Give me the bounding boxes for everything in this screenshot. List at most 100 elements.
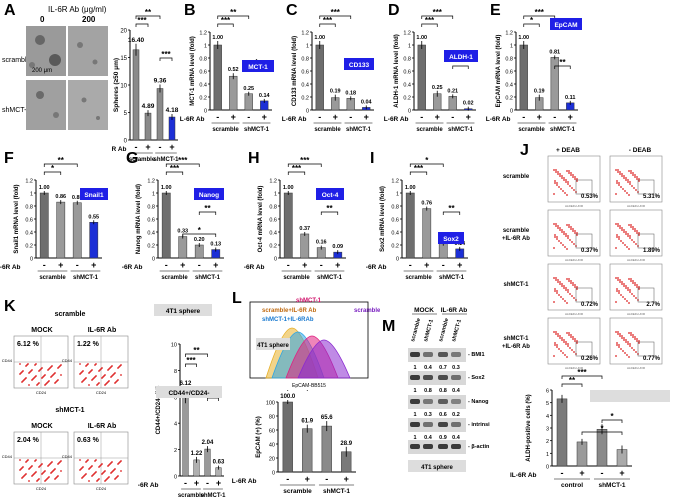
flow-dot: [565, 341, 567, 343]
flow-dot: [625, 285, 627, 287]
flow-dot: [623, 231, 625, 233]
flow-dot: [572, 228, 574, 230]
flow-dot: [556, 184, 558, 186]
blot-band: [451, 422, 461, 427]
flow-dot: [562, 190, 564, 192]
data-label: 0.20: [194, 237, 205, 243]
flow-dot: [563, 179, 565, 181]
flow-grid-J: + DEAB - DEAB scramble 0.53% ALDEFLUOR 5.31% A…: [502, 147, 663, 370]
data-label: 1.00: [314, 35, 325, 41]
flow-dot: [79, 459, 81, 461]
y-tick-label: 1: [396, 192, 399, 198]
flow-dot: [619, 335, 621, 337]
treatment-sign: -: [216, 112, 219, 122]
blot-band: [423, 399, 433, 404]
flow-dot: [576, 232, 578, 234]
y-tick-label: 6: [174, 395, 177, 401]
y-tick-label: 10: [171, 343, 177, 349]
flow-dot: [638, 286, 640, 288]
flow-dot: [562, 352, 564, 354]
micrograph-image: [26, 80, 66, 130]
row-label: shMCT-1: [503, 336, 529, 342]
significance-bracket: [523, 23, 540, 27]
group-label: shMCT-1: [323, 488, 350, 495]
y-tick-label: 0.6: [505, 70, 513, 76]
flow-dot: [638, 342, 640, 344]
significance-stars: ***: [535, 8, 545, 17]
bar: [422, 208, 432, 259]
treatment-sign: +: [145, 142, 150, 152]
flow-dot: [621, 229, 623, 231]
y-tick-label: 0.8: [269, 205, 277, 211]
tag-label: Sox2: [443, 236, 459, 243]
y-axis-label: MCT-1 mRNA level (fold): [190, 36, 196, 105]
flow-dot: [104, 480, 106, 482]
data-label: 28.9: [340, 441, 352, 447]
group-label: shMCT-1: [200, 493, 226, 499]
significance-bracket: [43, 163, 78, 167]
treatment-sign: -: [286, 474, 289, 484]
y-tick-label: 0: [204, 109, 207, 115]
flow-dot: [79, 363, 81, 365]
data-label: 1.00: [161, 185, 172, 191]
section-label: scramble: [55, 311, 86, 318]
flow-dot: [565, 179, 567, 181]
flow-dot: [566, 248, 568, 250]
micro-col1: 200: [82, 15, 96, 24]
band-quant: 0.2: [452, 412, 460, 418]
flow-dot: [619, 281, 621, 283]
data-label: 0.09: [332, 244, 343, 250]
flow-dot: [634, 174, 636, 176]
bar: [283, 192, 293, 259]
tag-box: [242, 60, 274, 72]
panel-label: M: [382, 318, 396, 335]
flow-dot: [634, 338, 636, 340]
flow-dot: [631, 293, 633, 295]
blot-band: [451, 444, 461, 449]
tag-label: Snail1: [84, 192, 104, 199]
bar: [282, 401, 293, 473]
data-label: 2.04: [202, 440, 214, 446]
flow-dot: [618, 184, 620, 186]
panel-label: L: [232, 290, 242, 307]
significance-bracket: [198, 211, 217, 215]
flow-dot: [79, 469, 81, 471]
flow-dot: [81, 381, 83, 383]
chart-F: 0 0.2 0.4 0.6 0.8 1 1.2 Snail1 mRNA level (fold…: [0, 156, 108, 281]
flow-dot: [25, 365, 27, 367]
bar: [519, 44, 528, 111]
flow-dot: [617, 279, 619, 281]
flow-dot: [571, 349, 573, 351]
treatment-sign: -: [409, 260, 412, 270]
significance-stars: ***: [137, 16, 147, 25]
y-tick-label: 0: [274, 257, 277, 263]
axis-label: CD44: [2, 358, 13, 363]
flow-dot: [41, 473, 43, 475]
flow-dot: [618, 292, 620, 294]
flow-dot: [615, 331, 617, 333]
y-tick-label: 0: [396, 257, 399, 263]
flow-dot: [635, 189, 637, 191]
flow-dot: [564, 192, 566, 194]
flow-dot: [561, 175, 563, 177]
y-tick-label: 0: [306, 109, 309, 115]
significance-bracket: [421, 23, 438, 27]
y-tick-label: 1.2: [199, 31, 207, 37]
quadrant-percent: 1.22 %: [77, 341, 100, 348]
significance-bracket: [43, 171, 62, 175]
flow-dot: [573, 297, 575, 299]
flow-dot: [630, 278, 632, 280]
flow-dot: [568, 172, 570, 174]
flow-dot: [634, 176, 636, 178]
y-axis-label: CD44+/CD24- (%): [156, 386, 162, 435]
flow-dot: [622, 242, 624, 244]
blot-band: [410, 422, 420, 427]
group-label: scramble: [161, 275, 188, 281]
flow-dot: [622, 188, 624, 190]
significance-stars: **: [569, 376, 576, 385]
flow-dot: [615, 301, 617, 303]
y-tick-label: 0.6: [403, 70, 411, 76]
bar: [448, 96, 457, 111]
y-tick-label: 0: [152, 257, 155, 263]
y-tick-label: 1: [274, 192, 277, 198]
